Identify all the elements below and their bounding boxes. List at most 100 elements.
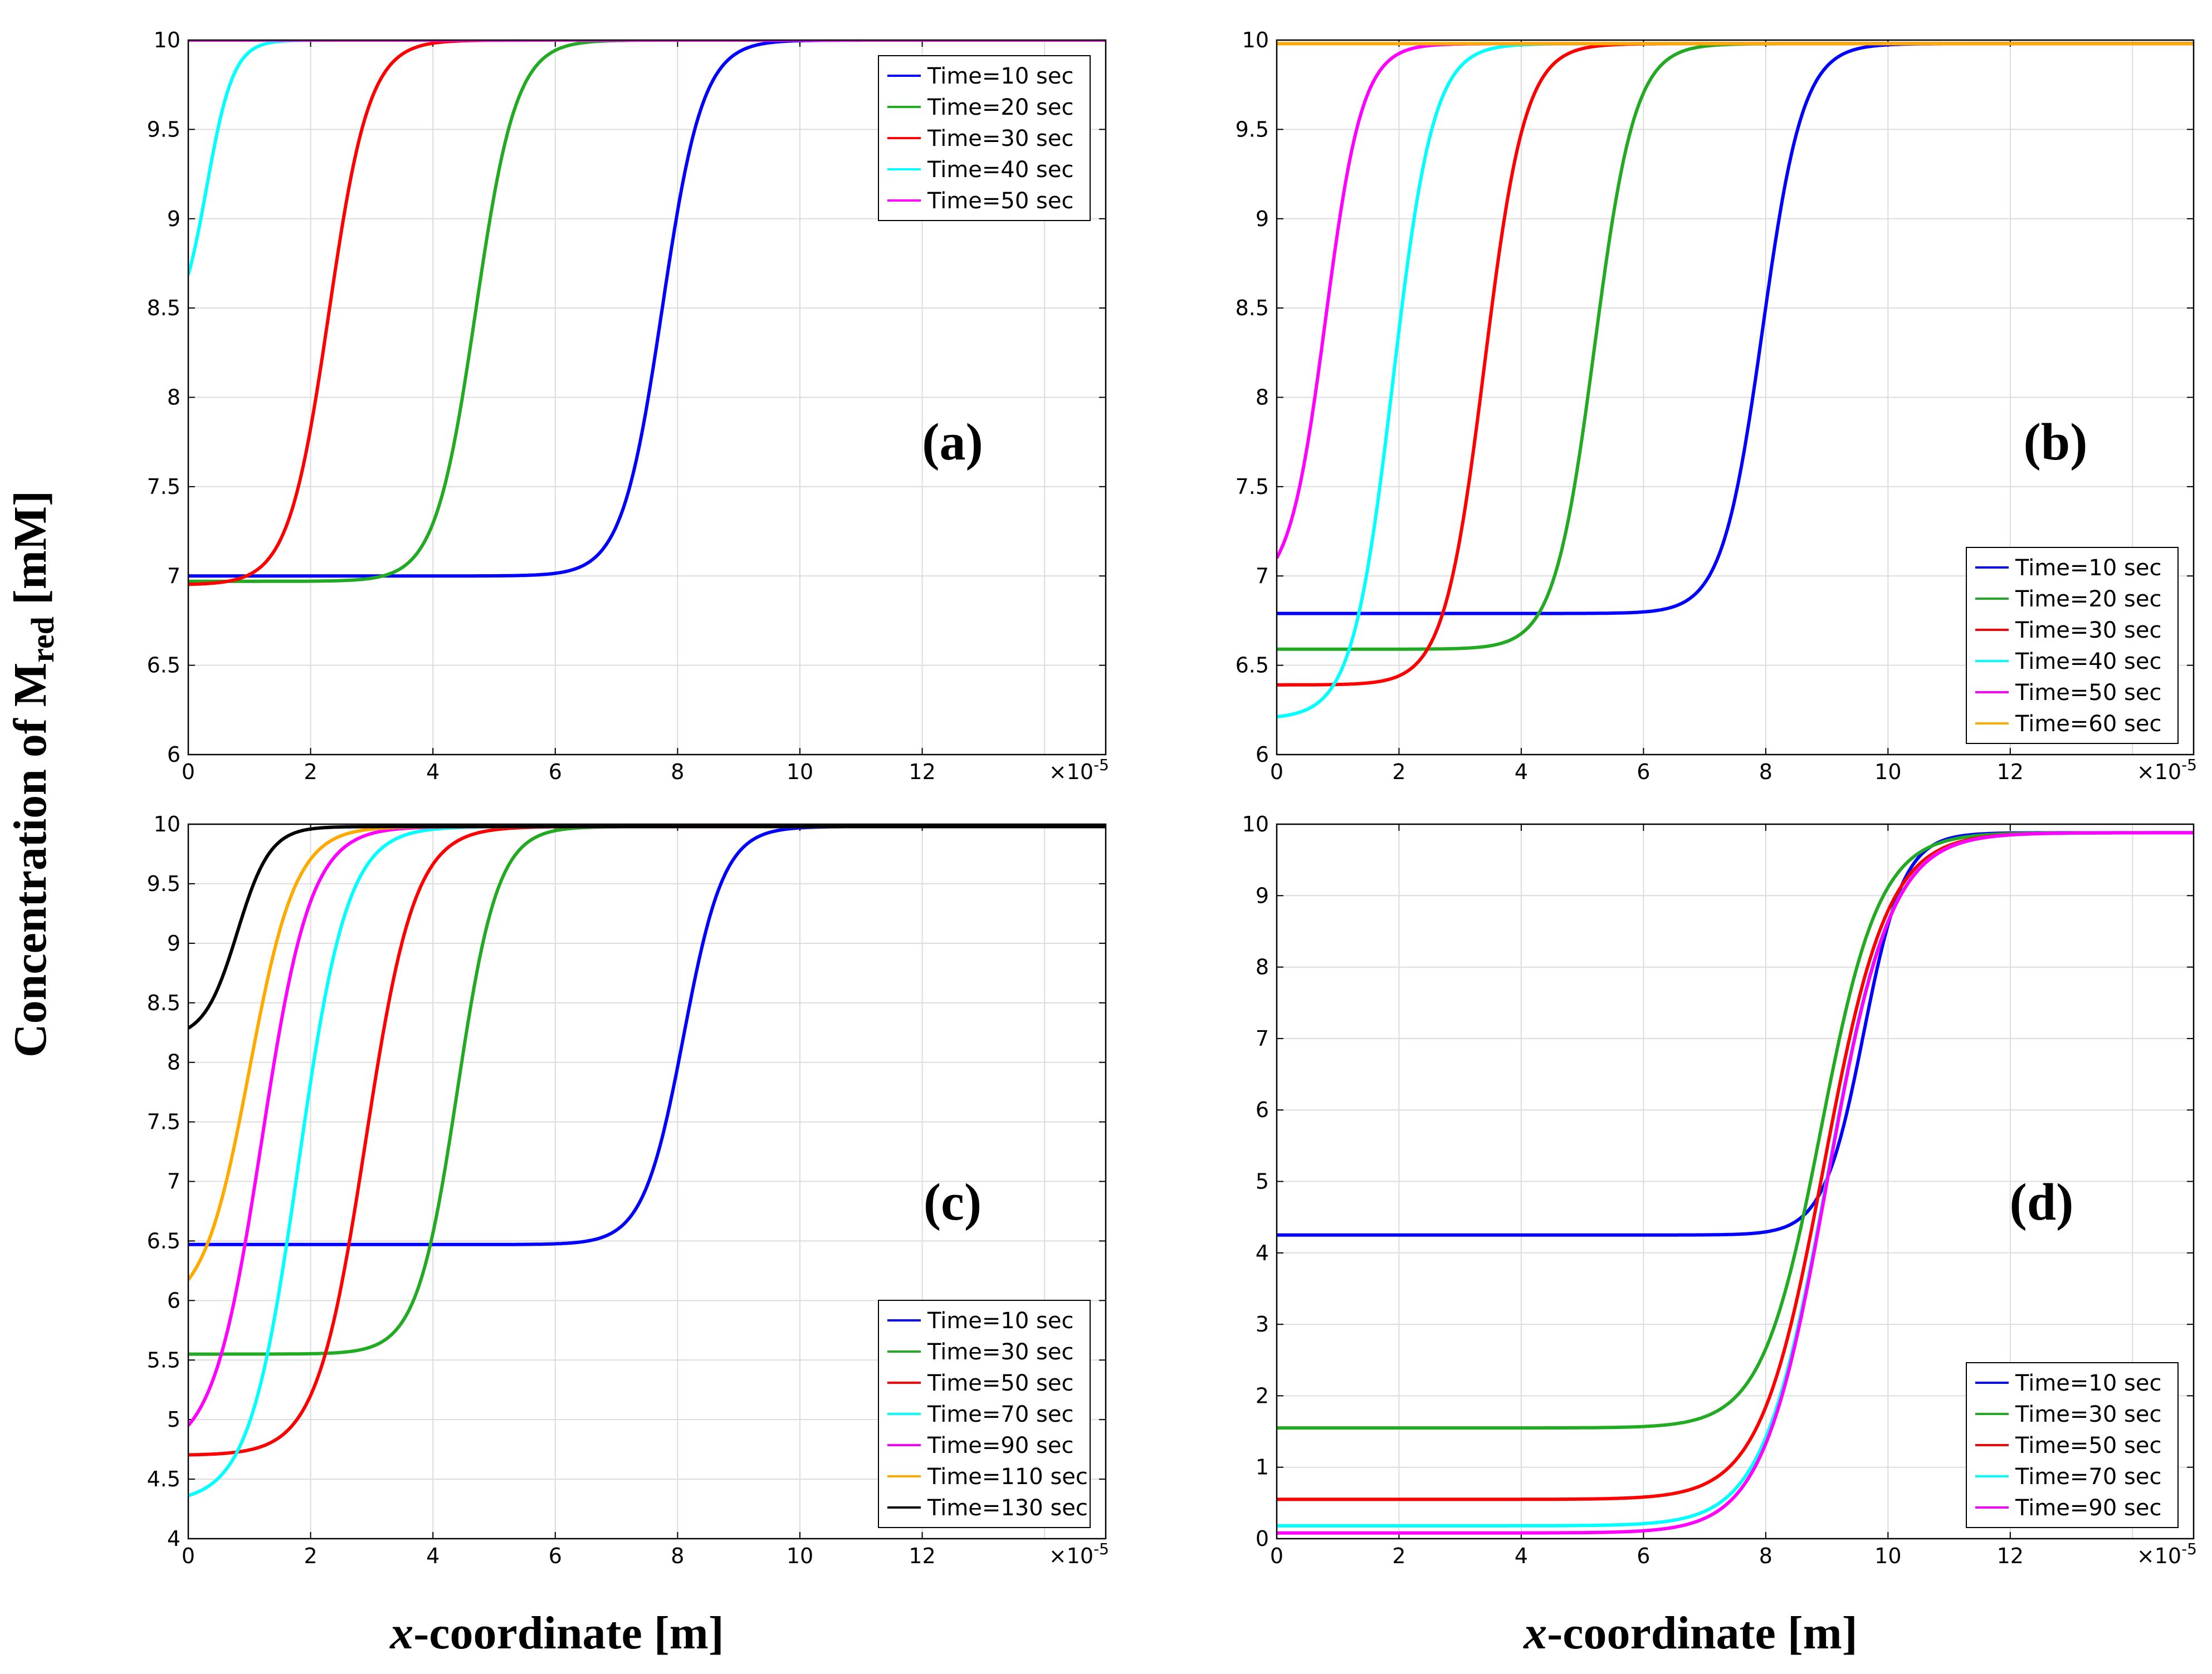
y-tick-label: 7.5 (147, 474, 180, 499)
x-tick-label: 12 (1997, 760, 2024, 784)
x-tick-label: 12 (1997, 1544, 2024, 1568)
axes-frame (187, 39, 1107, 756)
x-tick-label: 4 (1515, 1544, 1528, 1568)
y-tick-label: 6 (167, 1288, 180, 1313)
legend-entry: Time=20 sec (927, 95, 1073, 120)
series-line-7 (188, 825, 1106, 1030)
y-tick-label: 10 (1242, 812, 1269, 836)
x-tick-label: 10 (787, 760, 813, 784)
legend-entry: Time=50 sec (927, 1370, 1073, 1396)
y-tick-label: 9.5 (147, 872, 180, 896)
series-group (1277, 831, 2194, 1535)
y-tick-label: 7 (1256, 564, 1269, 588)
x-tick-label: 10 (1874, 1544, 1901, 1568)
y-tick-label: 10 (154, 28, 180, 52)
legend-entry: Time=90 sec (927, 1433, 1073, 1458)
x-tick-label: 10 (787, 1544, 813, 1568)
x-axis-title-right: x-coordinate [m] (1522, 1607, 1857, 1659)
axes-frame (1276, 823, 2195, 1540)
legend-entry: Time=40 sec (927, 157, 1073, 183)
series-group (188, 825, 1106, 1497)
axes-frame (1276, 39, 2195, 756)
x-tick-label: 8 (1759, 760, 1772, 784)
legend-entry: Time=10 sec (2015, 1370, 2161, 1396)
x-tick-label: 4 (426, 1544, 440, 1568)
x-tick-label: 0 (1270, 760, 1283, 784)
y-tick-label: 8 (1256, 385, 1269, 410)
x-tick-label: 4 (1515, 760, 1528, 784)
legend-entry: Time=40 sec (2015, 649, 2161, 674)
legend-entry: Time=50 sec (2015, 1433, 2161, 1458)
y-tick-label: 6.5 (147, 653, 180, 678)
legend-entry: Time=70 sec (2015, 1464, 2161, 1490)
y-tick-label: 6 (1256, 1098, 1269, 1122)
series-line-1 (188, 40, 1106, 578)
y-tick-label: 7 (1256, 1026, 1269, 1051)
x-multiplier: ×10-5 (2137, 1540, 2197, 1568)
x-tick-label: 2 (304, 1544, 318, 1568)
y-tick-label: 8 (167, 1050, 180, 1075)
legend-entry: Time=10 sec (927, 1308, 1073, 1334)
legend-entry: Time=70 sec (927, 1402, 1073, 1427)
y-axis-title: Concentration of Mred [mM] (4, 491, 61, 1058)
x-tick-label: 6 (1637, 1544, 1650, 1568)
y-tick-label: 5 (167, 1407, 180, 1432)
x-tick-label: 0 (182, 760, 195, 784)
x-multiplier: ×10-5 (2137, 756, 2197, 784)
x-tick-label: 10 (1874, 760, 1901, 784)
x-tick-label: 12 (909, 760, 935, 784)
y-tick-label: 4 (167, 1526, 180, 1551)
y-tick-label: 6.5 (147, 1228, 180, 1253)
legend-entry: Time=10 sec (2015, 555, 2161, 581)
x-axis-title-left: x-coordinate [m] (389, 1607, 724, 1659)
y-tick-label: 6 (1256, 742, 1269, 767)
panel-b: 0 2 4 6 8 10 12 6 6.5 7 7.5 8 8.5 9 9.5 10 ×10-5 Time=10 … (1236, 28, 2197, 784)
y-tick-label: 5.5 (147, 1348, 180, 1372)
legend-entry: Time=50 sec (2015, 680, 2161, 706)
x-multiplier: ×10-5 (1049, 1540, 1109, 1568)
y-tick-label: 10 (1242, 28, 1269, 52)
legend-entry: Time=90 sec (2015, 1495, 2161, 1521)
series-group (1277, 42, 2194, 718)
panel-label: (a) (922, 413, 983, 471)
y-tick-label: 2 (1256, 1383, 1269, 1408)
panels: 0 2 4 6 8 10 1266.577.588.599.510×10-5Time=10 … (147, 28, 2197, 1568)
x-tick-label: 6 (549, 1544, 562, 1568)
panel-label: (c) (924, 1173, 982, 1231)
x-tick-label: 8 (671, 1544, 684, 1568)
panel-a: 0 2 4 6 8 10 12 6 6.5 7 7.5 8 8.5 9 9.5 10 ×10-5 Time=10 … (147, 28, 1109, 784)
legend-entry: Time=50 sec (927, 188, 1073, 214)
y-tick-label: 7 (167, 1169, 180, 1194)
series-line-3 (188, 40, 1106, 586)
y-tick-label: 8 (167, 385, 180, 410)
y-tick-label: 7.5 (1236, 474, 1269, 499)
y-tick-label: 9 (1256, 207, 1269, 231)
y-tick-label: 0 (1256, 1526, 1269, 1551)
y-tick-label: 4.5 (147, 1467, 180, 1491)
legend-box (1966, 547, 2179, 744)
y-tick-label: 9.5 (1236, 117, 1269, 141)
x-tick-label: 2 (304, 760, 318, 784)
legend-entry: Time=60 sec (2015, 711, 2161, 737)
x-tick-label: 2 (1392, 760, 1405, 784)
y-tick-label: 1 (1256, 1455, 1269, 1480)
y-tick-label: 7.5 (147, 1110, 180, 1134)
x-tick-label: 4 (426, 760, 440, 784)
panel-label: (b) (2024, 413, 2088, 471)
x-tick-label: 0 (1270, 1544, 1283, 1568)
legend-entry: Time=10 sec (927, 63, 1073, 89)
x-tick-label: 8 (671, 760, 684, 784)
legend: Time=10 sec Time=30 sec Time=50 sec Time=70… (1966, 1362, 2179, 1528)
legend: Time=10 sec Time=30 sec Time=50 sec Time=70… (878, 1300, 1091, 1528)
legend-entry: Time=20 sec (2015, 586, 2161, 612)
x-tick-label: 0 (182, 1544, 195, 1568)
x-tick-label: 8 (1759, 1544, 1772, 1568)
legend: Time=10 sec Time=20 sec Time=30 sec Time=40… (1966, 547, 2179, 744)
y-tick-label: 9.5 (147, 117, 180, 141)
y-tick-label: 10 (154, 812, 180, 836)
y-tick-label: 9 (167, 207, 180, 231)
legend: Time=10 sec Time=20 sec Time=30 sec Time=40… (878, 55, 1091, 221)
axes-frame (187, 823, 1107, 1540)
x-tick-label: 2 (1392, 1544, 1405, 1568)
